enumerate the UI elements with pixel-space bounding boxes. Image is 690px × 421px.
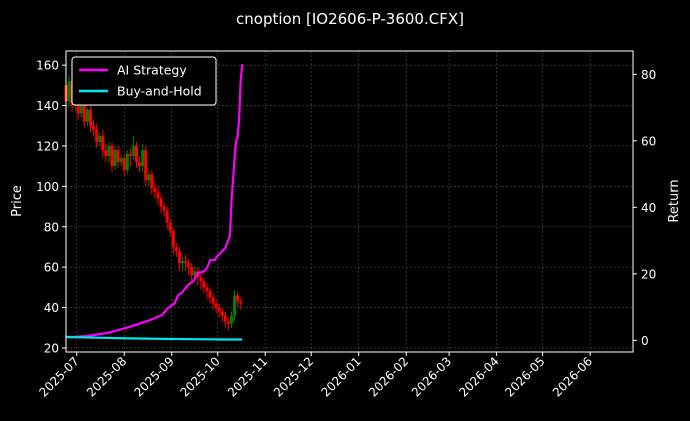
candle-body xyxy=(116,149,120,163)
candle-body xyxy=(205,287,209,292)
candle-body xyxy=(82,105,86,122)
candle-body xyxy=(159,198,163,207)
candle-body xyxy=(211,297,215,304)
candle-body xyxy=(180,261,184,264)
right-tick-label: 20 xyxy=(641,267,656,281)
candle-body xyxy=(141,149,145,167)
candle-body xyxy=(98,135,102,142)
left-tick-label: 140 xyxy=(36,99,59,113)
legend-label-bh: Buy-and-Hold xyxy=(117,84,202,99)
candle-body xyxy=(168,222,172,231)
candle-body xyxy=(150,174,154,189)
candle-body xyxy=(190,267,194,276)
candle-body xyxy=(101,135,105,150)
left-tick-label: 40 xyxy=(44,301,59,315)
candle-body xyxy=(125,154,129,171)
candle-body xyxy=(214,303,218,308)
candle-body xyxy=(187,263,191,268)
candle-body xyxy=(165,210,169,223)
candle-body xyxy=(131,145,135,157)
left-axis-label: Price xyxy=(10,185,25,217)
candle-body xyxy=(92,125,96,130)
left-tick-label: 160 xyxy=(36,59,59,73)
candle-body xyxy=(174,246,178,251)
left-axis: 20 40 60 80 100 120 140 160 xyxy=(36,59,66,355)
candle-body xyxy=(217,307,221,312)
candle-body xyxy=(162,206,166,211)
candle-body xyxy=(138,162,142,167)
right-axis-label: Return xyxy=(667,179,682,222)
chart-title: cnoption [IO2606-P-3600.CFX] xyxy=(236,10,464,28)
legend: AI Strategy Buy-and-Hold xyxy=(71,56,217,106)
candle-body xyxy=(128,154,132,157)
candle-body xyxy=(113,149,117,167)
candle-body xyxy=(220,311,224,316)
plot-frame xyxy=(65,50,634,353)
candle-body xyxy=(171,230,175,247)
candle-body xyxy=(184,261,188,264)
candle-body xyxy=(156,192,160,199)
candle-body xyxy=(104,149,108,157)
legend-label-ai: AI Strategy xyxy=(117,63,187,78)
candle-body xyxy=(230,315,234,324)
grid xyxy=(66,51,633,352)
candle-body xyxy=(233,295,237,316)
candle-body xyxy=(67,81,71,102)
candle-body xyxy=(153,188,157,193)
candle-body xyxy=(202,281,206,288)
candle-body xyxy=(107,145,111,157)
buy-and-hold-line xyxy=(65,335,243,341)
right-axis: 0 20 40 60 80 xyxy=(633,68,656,348)
candle-body xyxy=(122,158,126,171)
candle-body xyxy=(236,295,240,302)
right-tick-label: 0 xyxy=(641,334,649,348)
candle-body xyxy=(134,145,138,163)
candle-body xyxy=(89,109,93,126)
candle-body xyxy=(177,250,181,264)
ai-strategy-line xyxy=(65,64,244,339)
candle-body xyxy=(208,291,212,298)
left-tick-label: 120 xyxy=(36,139,59,153)
candle-body xyxy=(95,129,99,142)
left-tick-label: 60 xyxy=(44,261,59,275)
candle-body xyxy=(147,174,151,181)
candle-body xyxy=(193,271,197,276)
candle-body xyxy=(110,145,114,167)
return-lines xyxy=(65,64,244,341)
candle-body xyxy=(79,105,83,114)
candle-body xyxy=(199,277,203,282)
right-tick-label: 80 xyxy=(641,68,656,82)
candle-body xyxy=(119,158,123,163)
candle-body xyxy=(226,321,230,324)
left-tick-label: 20 xyxy=(44,341,59,355)
left-tick-label: 100 xyxy=(36,180,59,194)
right-tick-label: 40 xyxy=(641,201,656,215)
right-tick-label: 60 xyxy=(641,134,656,148)
candle-body xyxy=(144,149,148,181)
left-tick-label: 80 xyxy=(44,220,59,234)
candle-body xyxy=(223,315,227,322)
candle-body xyxy=(239,301,243,304)
candle-body xyxy=(85,109,89,122)
